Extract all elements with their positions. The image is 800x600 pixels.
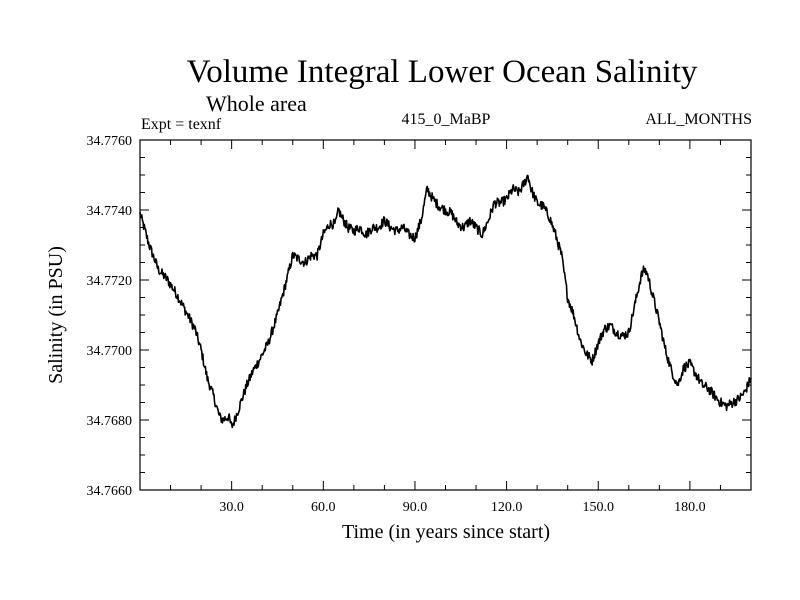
y-tick-label: 34.7700 — [87, 344, 133, 359]
y-tick-label: 34.7680 — [87, 414, 133, 429]
x-axis-label: Time (in years since start) — [342, 521, 550, 543]
x-tick-label: 60.0 — [311, 500, 336, 515]
chart-subtitle: Whole area — [206, 91, 307, 116]
experiment-label: Expt = texnf — [141, 116, 222, 133]
x-tick-label: 150.0 — [583, 500, 615, 515]
time-slice-label: 415_0_MaBP — [402, 111, 491, 128]
x-tick-label: 180.0 — [674, 500, 706, 515]
plot-frame — [139, 139, 752, 491]
x-tick-label: 90.0 — [403, 500, 428, 515]
chart-title: Volume Integral Lower Ocean Salinity — [187, 54, 698, 90]
y-tick-label: 34.7740 — [87, 204, 133, 219]
y-axis-label: Salinity (in PSU) — [45, 246, 67, 384]
salinity-series-line — [139, 174, 752, 429]
y-tick-label: 34.7760 — [87, 134, 133, 149]
x-axis: 30.0 60.0 90.0 120.0 150.0 180.0 — [170, 140, 721, 515]
plot-area: 30.0 60.0 90.0 120.0 150.0 180.0 34.766034.76… — [87, 134, 752, 515]
x-tick-label: 120.0 — [491, 500, 523, 515]
months-label: ALL_MONTHS — [645, 111, 752, 128]
x-tick-label: 30.0 — [219, 500, 244, 515]
y-tick-label: 34.7660 — [87, 484, 133, 499]
y-axis: 34.7660 34.7680 34.7700 34.7720 34.7740 34.77… — [87, 134, 751, 499]
y-tick-label: 34.7720 — [87, 274, 133, 289]
